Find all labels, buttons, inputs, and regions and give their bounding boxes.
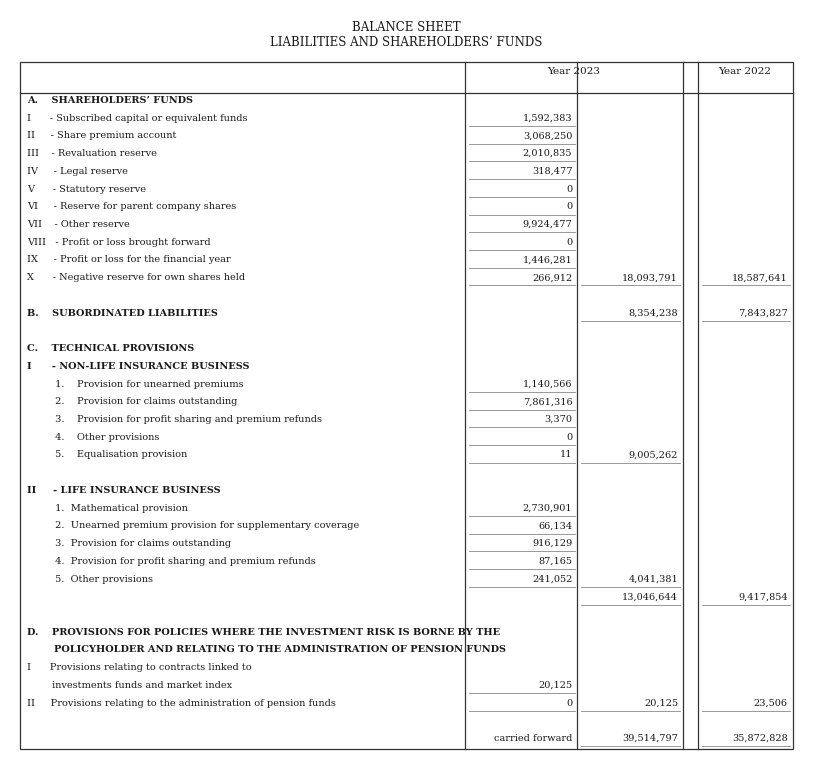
Text: 35,872,828: 35,872,828	[732, 734, 788, 743]
Text: 2.    Provision for claims outstanding: 2. Provision for claims outstanding	[27, 397, 237, 407]
Text: 0: 0	[566, 238, 572, 247]
Text: 20,125: 20,125	[538, 681, 572, 690]
Text: 1.  Mathematical provision: 1. Mathematical provision	[27, 504, 188, 512]
Text: 5.  Other provisions: 5. Other provisions	[27, 575, 153, 584]
Text: 9,924,477: 9,924,477	[523, 220, 572, 229]
Text: 2,010,835: 2,010,835	[523, 149, 572, 158]
Text: 23,506: 23,506	[754, 698, 788, 708]
Text: 0: 0	[566, 202, 572, 211]
Text: 3.    Provision for profit sharing and premium refunds: 3. Provision for profit sharing and prem…	[27, 415, 322, 424]
Text: POLICYHOLDER AND RELATING TO THE ADMINISTRATION OF PENSION FUNDS: POLICYHOLDER AND RELATING TO THE ADMINIS…	[27, 645, 506, 654]
Text: A.    SHAREHOLDERS’ FUNDS: A. SHAREHOLDERS’ FUNDS	[27, 96, 193, 105]
Text: 266,912: 266,912	[532, 273, 572, 282]
Text: VI     - Reserve for parent company shares: VI - Reserve for parent company shares	[27, 202, 236, 211]
Text: B.    SUBORDINATED LIABILITIES: B. SUBORDINATED LIABILITIES	[27, 309, 218, 318]
Text: 4.  Provision for profit sharing and premium refunds: 4. Provision for profit sharing and prem…	[27, 557, 315, 565]
Text: 1,446,281: 1,446,281	[523, 255, 572, 264]
Text: D.    PROVISIONS FOR POLICIES WHERE THE INVESTMENT RISK IS BORNE BY THE: D. PROVISIONS FOR POLICIES WHERE THE INV…	[27, 628, 500, 637]
Text: 916,129: 916,129	[532, 539, 572, 548]
Text: 66,134: 66,134	[538, 521, 572, 530]
Text: 3,068,250: 3,068,250	[523, 131, 572, 141]
Text: 9,417,854: 9,417,854	[738, 592, 788, 601]
Text: VII    - Other reserve: VII - Other reserve	[27, 220, 129, 229]
Text: 9,005,262: 9,005,262	[628, 451, 678, 460]
Text: 0: 0	[566, 698, 572, 708]
Text: Year 2023: Year 2023	[547, 67, 601, 76]
Text: I      - NON-LIFE INSURANCE BUSINESS: I - NON-LIFE INSURANCE BUSINESS	[27, 362, 250, 371]
Text: 87,165: 87,165	[538, 557, 572, 565]
Text: Year 2022: Year 2022	[719, 67, 772, 76]
Text: 20,125: 20,125	[644, 698, 678, 708]
Text: 0: 0	[566, 185, 572, 194]
Text: 0: 0	[566, 432, 572, 442]
Text: 1,140,566: 1,140,566	[523, 379, 572, 388]
Text: 3.  Provision for claims outstanding: 3. Provision for claims outstanding	[27, 539, 231, 548]
Text: 1,592,383: 1,592,383	[523, 114, 572, 122]
Text: II     Provisions relating to the administration of pension funds: II Provisions relating to the administra…	[27, 698, 336, 708]
Text: 2.  Unearned premium provision for supplementary coverage: 2. Unearned premium provision for supple…	[27, 521, 359, 530]
Text: 8,354,238: 8,354,238	[628, 309, 678, 318]
Text: 13,046,644: 13,046,644	[622, 592, 678, 601]
Text: IV     - Legal reserve: IV - Legal reserve	[27, 166, 128, 176]
Text: 5.    Equalisation provision: 5. Equalisation provision	[27, 451, 187, 460]
Text: V      - Statutory reserve: V - Statutory reserve	[27, 185, 146, 194]
Text: 18,093,791: 18,093,791	[622, 273, 678, 282]
Text: 241,052: 241,052	[532, 575, 572, 584]
Text: 1.    Provision for unearned premiums: 1. Provision for unearned premiums	[27, 379, 243, 388]
Text: LIABILITIES AND SHAREHOLDERS’ FUNDS: LIABILITIES AND SHAREHOLDERS’ FUNDS	[270, 36, 543, 49]
Text: 11: 11	[560, 451, 572, 460]
Text: investments funds and market index: investments funds and market index	[27, 681, 232, 690]
Text: 4,041,381: 4,041,381	[628, 575, 678, 584]
Text: 4.    Other provisions: 4. Other provisions	[27, 432, 159, 442]
Text: 7,861,316: 7,861,316	[523, 397, 572, 407]
Text: 18,587,641: 18,587,641	[732, 273, 788, 282]
Text: BALANCE SHEET: BALANCE SHEET	[352, 21, 461, 34]
Text: I      Provisions relating to contracts linked to: I Provisions relating to contracts linke…	[27, 663, 251, 672]
Text: 2,730,901: 2,730,901	[523, 504, 572, 512]
Text: II     - Share premium account: II - Share premium account	[27, 131, 176, 141]
Text: 7,843,827: 7,843,827	[738, 309, 788, 318]
Text: III    - Revaluation reserve: III - Revaluation reserve	[27, 149, 157, 158]
Text: I      - Subscribed capital or equivalent funds: I - Subscribed capital or equivalent fun…	[27, 114, 247, 122]
Text: 318,477: 318,477	[532, 166, 572, 176]
Text: carried forward: carried forward	[494, 734, 572, 743]
Text: C.    TECHNICAL PROVISIONS: C. TECHNICAL PROVISIONS	[27, 344, 194, 353]
Text: X      - Negative reserve for own shares held: X - Negative reserve for own shares held	[27, 273, 245, 282]
Text: IX     - Profit or loss for the financial year: IX - Profit or loss for the financial ye…	[27, 255, 230, 264]
Text: 39,514,797: 39,514,797	[622, 734, 678, 743]
Text: II     - LIFE INSURANCE BUSINESS: II - LIFE INSURANCE BUSINESS	[27, 486, 220, 495]
Text: VIII   - Profit or loss brought forward: VIII - Profit or loss brought forward	[27, 238, 211, 247]
Text: 3,370: 3,370	[545, 415, 572, 424]
